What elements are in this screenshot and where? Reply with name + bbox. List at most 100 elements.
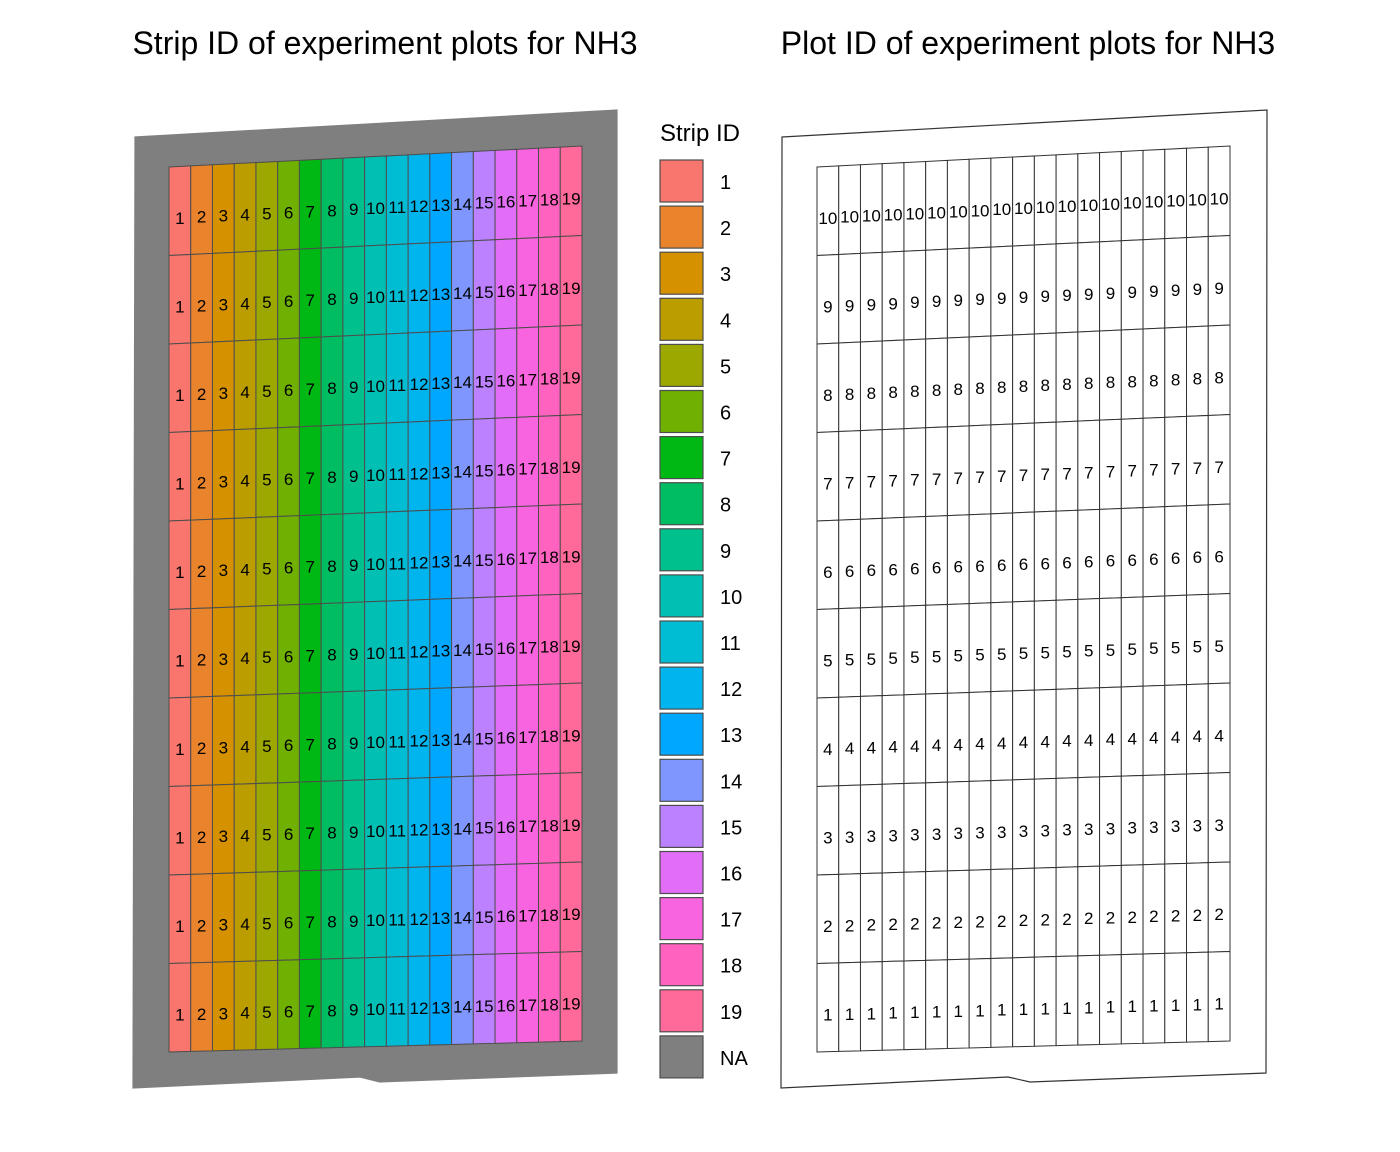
legend-label: 9 (720, 541, 731, 563)
strip-id-label: 14 (453, 641, 472, 660)
strip-id-label: 15 (475, 997, 494, 1016)
plot-id-label: 10 (949, 202, 968, 221)
strip-id-label: 16 (496, 461, 515, 480)
legend-swatch (659, 574, 704, 618)
strip-id-label: 12 (410, 553, 429, 572)
plot-id-label: 7 (823, 474, 832, 493)
strip-id-label: 10 (366, 466, 385, 485)
plot-id-label: 8 (1084, 374, 1093, 393)
strip-id-label: 8 (327, 646, 336, 665)
plot-id-label: 2 (845, 916, 854, 935)
strip-id-label: 14 (453, 195, 472, 214)
plot-id-label: 2 (1106, 909, 1115, 928)
strip-id-label: 5 (262, 293, 271, 312)
strip-id-label: 6 (284, 914, 293, 933)
plot-id-label: 8 (1171, 370, 1180, 389)
plot-id-label: 5 (975, 646, 984, 665)
plot-id-label: 7 (1041, 465, 1050, 484)
strip-id-label: 14 (453, 730, 472, 749)
strip-id-label: 17 (518, 549, 537, 568)
plot-id-label: 6 (867, 561, 876, 580)
plot-id-label: 3 (1193, 816, 1202, 835)
plot-id-label: 8 (888, 383, 897, 402)
strip-id-label: 4 (240, 472, 249, 491)
plot-id-label: 3 (1041, 821, 1050, 840)
plot-id-label: 9 (1019, 288, 1028, 307)
strip-id-label: 2 (197, 208, 206, 227)
strip-id-label: 19 (562, 816, 581, 835)
plot-id-label: 9 (1214, 279, 1223, 298)
strip-id-label: 15 (475, 551, 494, 570)
plot-id-label: 4 (1127, 729, 1136, 748)
plot-id-label: 1 (954, 1002, 963, 1021)
strip-id-label: 8 (327, 735, 336, 754)
strip-id-label: 16 (496, 907, 515, 926)
strip-id-label: 11 (388, 554, 406, 573)
strip-id-label: 3 (219, 827, 228, 846)
strip-id-label: 10 (366, 288, 385, 307)
plot-id-label: 2 (888, 915, 897, 934)
strip-id-label: 11 (388, 376, 406, 395)
plot-id-label: 8 (975, 379, 984, 398)
strip-id-label: 4 (240, 383, 249, 402)
plot-id-label: 2 (1149, 907, 1158, 926)
strip-id-label: 1 (175, 1006, 184, 1025)
strip-id-label: 19 (562, 547, 581, 566)
legend-label: 16 (720, 864, 742, 886)
strip-id-label: 15 (475, 372, 494, 391)
plot-id-label: 4 (954, 735, 963, 754)
strip-id-label: 13 (431, 374, 450, 393)
strip-id-label: 18 (540, 369, 559, 388)
plot-id-label: 2 (1127, 908, 1136, 927)
legend-label: 2 (720, 218, 731, 240)
strip-id-label: 4 (240, 915, 249, 934)
strip-id-label: 9 (349, 289, 358, 308)
strip-id-label: 16 (496, 639, 515, 658)
strip-id-label: 7 (306, 735, 315, 754)
plot-id-label: 9 (910, 293, 919, 312)
strip-id-label: 12 (410, 286, 429, 305)
legend-swatch (659, 482, 704, 526)
legend-label: 11 (720, 633, 741, 655)
strip-id-label: 17 (518, 996, 537, 1015)
plot-id-label: 9 (1084, 285, 1093, 304)
plot-id-label: 2 (954, 913, 963, 932)
strip-id-label: 1 (175, 651, 184, 670)
plot-id-label: 9 (823, 297, 832, 316)
plot-id-label: 3 (932, 825, 941, 844)
plot-id-label: 10 (992, 200, 1011, 219)
strip-id-label: 15 (475, 819, 494, 838)
plot-id-label: 10 (1014, 199, 1033, 218)
plot-id-label: 10 (927, 203, 946, 222)
strip-id-label: 6 (284, 559, 293, 578)
plot-id-label: 8 (910, 382, 919, 401)
plot-id-label: 5 (932, 647, 941, 666)
strip-id-label: 11 (388, 198, 406, 217)
plot-id-label: 5 (845, 651, 854, 670)
plot-id-label: 3 (997, 823, 1006, 842)
strip-id-label: 16 (496, 997, 515, 1016)
plot-id-label: 1 (932, 1003, 941, 1022)
strip-id-label: 14 (453, 819, 472, 838)
strip-id-label: 13 (431, 731, 450, 750)
legend-swatch (659, 804, 704, 849)
strip-id-label: 1 (175, 474, 184, 493)
plot-id-label: 2 (975, 912, 984, 931)
plot-id-label: 5 (1149, 639, 1158, 658)
strip-id-label: 12 (410, 999, 429, 1018)
plot-id-label: 7 (1193, 459, 1202, 478)
strip-id-label: 18 (540, 459, 559, 478)
strip-id-label: 6 (284, 381, 293, 400)
strip-id-label: 19 (562, 368, 581, 387)
strip-id-label: 13 (431, 642, 450, 661)
plot-id-label: 6 (888, 560, 897, 579)
strip-id-label: 13 (431, 909, 450, 928)
strip-id-label: 5 (262, 737, 271, 756)
legend-label: 6 (720, 403, 731, 425)
plot-id-label: 3 (1019, 822, 1028, 841)
plot-id-label: 2 (823, 917, 832, 936)
plot-id-label: 6 (932, 559, 941, 578)
plot-id-label: 7 (975, 468, 984, 487)
right-map-plot-ids: 10 9 8 7 6 5 4 3 2 1 10 9 8 7 6 5 4 3 2 1 10 9 8 7 6 5 4 3 2 1 10 9 8 7 6 5… (780, 109, 1268, 1089)
